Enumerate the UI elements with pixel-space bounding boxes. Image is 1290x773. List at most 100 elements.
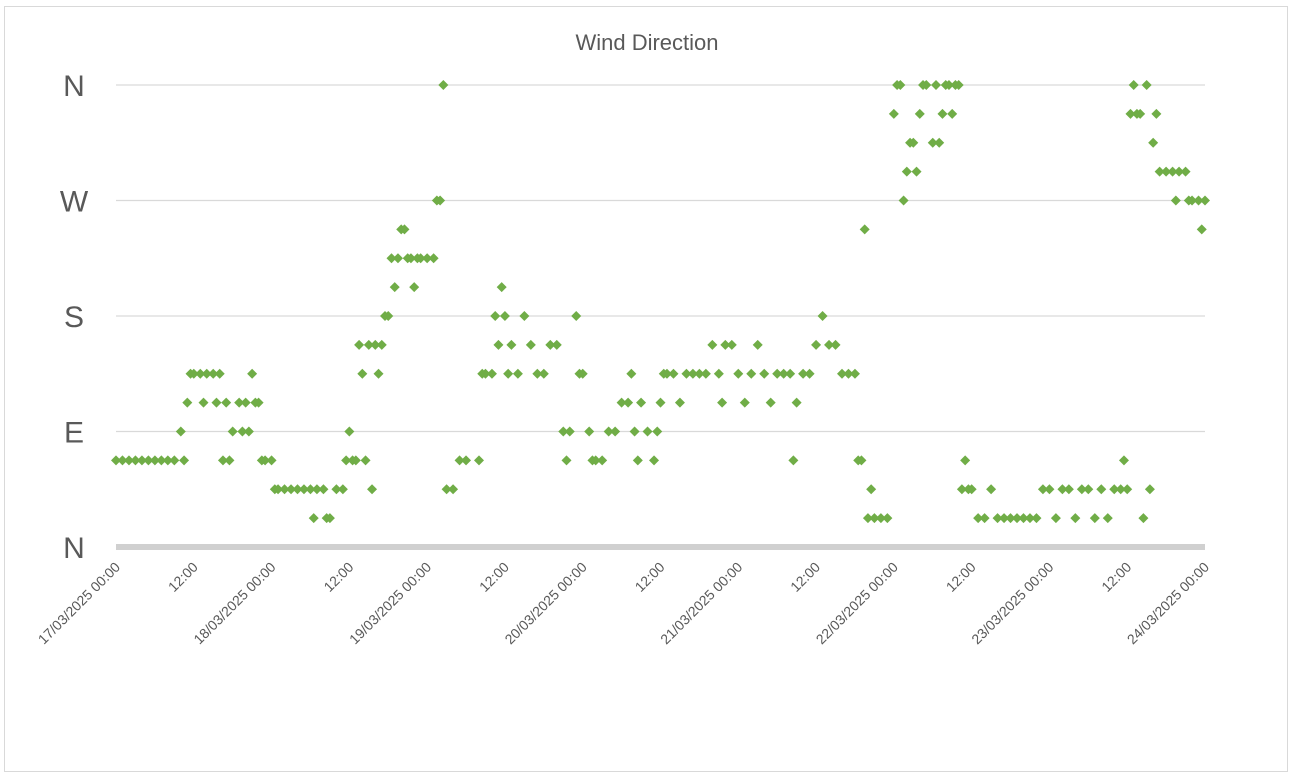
data-point <box>357 368 368 379</box>
data-point <box>636 397 647 408</box>
data-point <box>363 339 374 350</box>
data-point <box>474 455 484 466</box>
data-point <box>480 368 491 379</box>
data-point <box>532 368 543 379</box>
y-tick-label: W <box>60 186 89 219</box>
data-point <box>496 282 507 293</box>
data-point <box>561 455 572 466</box>
data-point <box>937 108 948 119</box>
data-point <box>415 253 426 264</box>
data-point <box>211 397 222 408</box>
data-point <box>632 455 643 466</box>
data-point <box>308 513 319 524</box>
data-point <box>1070 513 1081 524</box>
data-point <box>175 426 186 437</box>
data-point <box>610 426 621 437</box>
data-point <box>720 339 731 350</box>
data-point <box>623 397 634 408</box>
data-point <box>1167 166 1178 177</box>
data-point <box>930 80 941 90</box>
x-tick-label: 19/03/2025 00:00 <box>346 559 435 648</box>
data-point <box>350 455 361 466</box>
data-point <box>655 397 666 408</box>
chart-frame <box>4 6 1288 772</box>
data-point <box>953 80 964 90</box>
data-point <box>947 108 958 119</box>
data-point <box>311 484 322 495</box>
data-point <box>519 311 530 321</box>
data-point <box>584 426 595 437</box>
data-point <box>399 224 410 235</box>
data-point <box>198 397 209 408</box>
x-tick-label: 12:00 <box>476 559 512 595</box>
data-point <box>1076 484 1087 495</box>
data-point <box>1050 513 1061 524</box>
data-point <box>1044 484 1055 495</box>
data-point <box>1180 166 1191 177</box>
data-point <box>843 368 854 379</box>
data-point <box>506 339 517 350</box>
data-point <box>1128 80 1139 90</box>
data-point <box>179 455 190 466</box>
data-point <box>629 426 640 437</box>
data-point <box>461 455 472 466</box>
data-point <box>830 339 841 350</box>
data-point <box>273 484 284 495</box>
data-point <box>908 137 919 148</box>
data-point <box>674 397 685 408</box>
data-point <box>551 339 562 350</box>
data-point <box>943 80 954 90</box>
data-point <box>376 339 387 350</box>
data-point <box>331 484 342 495</box>
data-point <box>746 368 757 379</box>
x-tick-label: 22/03/2025 00:00 <box>813 559 902 648</box>
data-point <box>652 426 663 437</box>
data-point <box>564 426 575 437</box>
x-tick-label: 12:00 <box>165 559 201 595</box>
data-point <box>305 484 316 495</box>
x-tick-label: 12:00 <box>632 559 668 595</box>
data-point <box>373 368 384 379</box>
data-point <box>1196 224 1207 235</box>
data-point <box>214 368 225 379</box>
data-point <box>370 339 381 350</box>
data-point <box>195 368 206 379</box>
data-point <box>752 339 763 350</box>
x-tick-label: 12:00 <box>787 559 823 595</box>
data-point <box>973 513 984 524</box>
data-points <box>111 80 1210 524</box>
data-point <box>169 455 180 466</box>
data-point <box>201 368 212 379</box>
data-point <box>590 455 601 466</box>
data-point <box>577 368 588 379</box>
data-point <box>1031 513 1042 524</box>
data-point <box>788 455 799 466</box>
data-point <box>817 311 828 321</box>
data-point <box>1200 195 1210 206</box>
data-point <box>668 368 679 379</box>
data-point <box>136 455 147 466</box>
data-point <box>156 455 167 466</box>
data-point <box>499 311 510 321</box>
data-point <box>386 253 397 264</box>
data-point <box>1138 513 1149 524</box>
data-point <box>1161 166 1172 177</box>
data-point <box>999 513 1010 524</box>
data-point <box>927 137 938 148</box>
data-point <box>217 455 228 466</box>
data-point <box>247 368 258 379</box>
data-point <box>422 253 433 264</box>
x-tick-label: 21/03/2025 00:00 <box>657 559 746 648</box>
data-point <box>979 513 990 524</box>
data-point <box>538 368 549 379</box>
data-point <box>921 80 932 90</box>
data-point <box>1144 484 1155 495</box>
data-point <box>344 426 355 437</box>
data-point <box>597 455 608 466</box>
data-point <box>1148 137 1159 148</box>
data-point <box>224 455 235 466</box>
data-point <box>934 137 945 148</box>
data-point <box>354 339 365 350</box>
data-point <box>1109 484 1120 495</box>
